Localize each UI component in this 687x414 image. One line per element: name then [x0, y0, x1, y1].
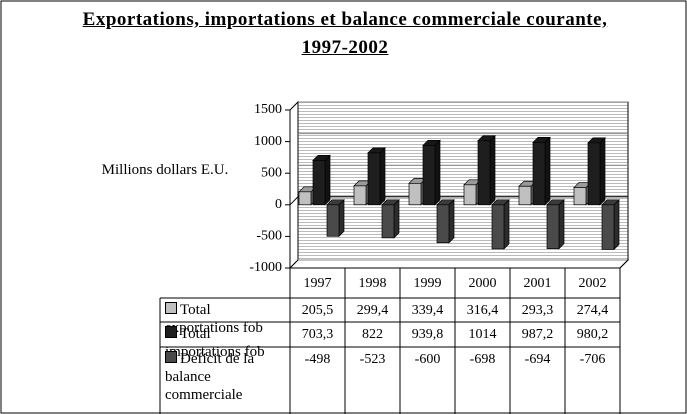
- bar-side: [379, 147, 386, 206]
- x-tick-label: 2000: [469, 276, 497, 291]
- table-cell: -694: [525, 352, 551, 367]
- table-cell: 822: [362, 327, 383, 342]
- table-cell: -498: [305, 352, 331, 367]
- bar: [353, 185, 367, 206]
- bar: [491, 204, 505, 250]
- back-wall: [297, 101, 629, 261]
- table-cell: -600: [415, 352, 441, 367]
- bar-side: [393, 198, 400, 239]
- zero-line: [289, 196, 628, 206]
- y-axis-label: Millions dollars E.U.: [101, 162, 229, 178]
- table-cell: 1014: [469, 327, 497, 342]
- bar: [518, 185, 532, 206]
- bar-side: [434, 139, 441, 206]
- bar-side: [448, 198, 455, 244]
- bar: [408, 182, 422, 206]
- side-wall: [289, 100, 299, 270]
- bar: [532, 142, 546, 206]
- bar: [381, 204, 395, 239]
- table-cell: -523: [360, 352, 386, 367]
- legend-swatch: [165, 351, 177, 363]
- bar: [463, 184, 477, 206]
- table-cell: 205,5: [302, 303, 334, 318]
- bar-side: [558, 198, 565, 250]
- table-cell: 316,4: [467, 303, 499, 318]
- bar-side: [324, 154, 331, 206]
- bar-side: [338, 198, 345, 238]
- bar: [436, 204, 450, 244]
- table-cell: 980,2: [577, 327, 609, 342]
- bar-side: [503, 198, 510, 250]
- bar: [298, 191, 312, 206]
- legend-entry: Total importations fob: [165, 325, 285, 361]
- legend-label: Deficit de la balance commerciale: [165, 351, 255, 403]
- table-cell: 274,4: [577, 303, 609, 318]
- table-cell: 987,2: [522, 327, 554, 342]
- bar: [573, 187, 587, 206]
- bar: [587, 142, 601, 206]
- bar: [546, 204, 560, 250]
- x-tick-label: 2001: [524, 276, 552, 291]
- table-cell: -706: [580, 352, 606, 367]
- x-tick-label: 1999: [414, 276, 442, 291]
- bar: [367, 152, 381, 206]
- legend-label: Total importations fob: [165, 326, 265, 360]
- y-tick-label: -1000: [249, 260, 282, 275]
- floor: [288, 259, 630, 269]
- bar: [601, 204, 615, 250]
- bar: [422, 145, 436, 206]
- x-tick-label: 1997: [304, 276, 332, 291]
- bar: [326, 204, 340, 237]
- legend-entry: Deficit de la balance commerciale: [165, 350, 285, 404]
- x-tick-label: 1998: [359, 276, 387, 291]
- y-tick-label: -500: [256, 229, 282, 244]
- table-cell: 703,3: [302, 327, 334, 342]
- y-tick-label: 1500: [254, 102, 282, 117]
- bar: [477, 140, 491, 206]
- legend-label: Total exportations fob: [165, 302, 263, 336]
- table-cell: 939,8: [412, 327, 444, 342]
- bar-side: [489, 134, 496, 206]
- bar-side: [599, 137, 606, 206]
- legend-swatch: [165, 302, 177, 314]
- table-cell: 299,4: [357, 303, 389, 318]
- legend-entry: Total exportations fob: [165, 301, 285, 337]
- table-cell: 339,4: [412, 303, 444, 318]
- y-tick-label: 0: [275, 197, 282, 212]
- legend-swatch: [165, 326, 177, 338]
- table-line: [619, 259, 629, 269]
- table-cell: 293,3: [522, 303, 554, 318]
- chart-title: Exportations, importations et balance co…: [82, 9, 608, 58]
- y-tick-label: 1000: [254, 134, 282, 149]
- bar-side: [544, 136, 551, 206]
- table-cell: -698: [470, 352, 496, 367]
- y-tick-label: 500: [261, 165, 282, 180]
- bar: [312, 160, 326, 206]
- x-tick-label: 2002: [579, 276, 607, 291]
- bar-side: [613, 198, 620, 251]
